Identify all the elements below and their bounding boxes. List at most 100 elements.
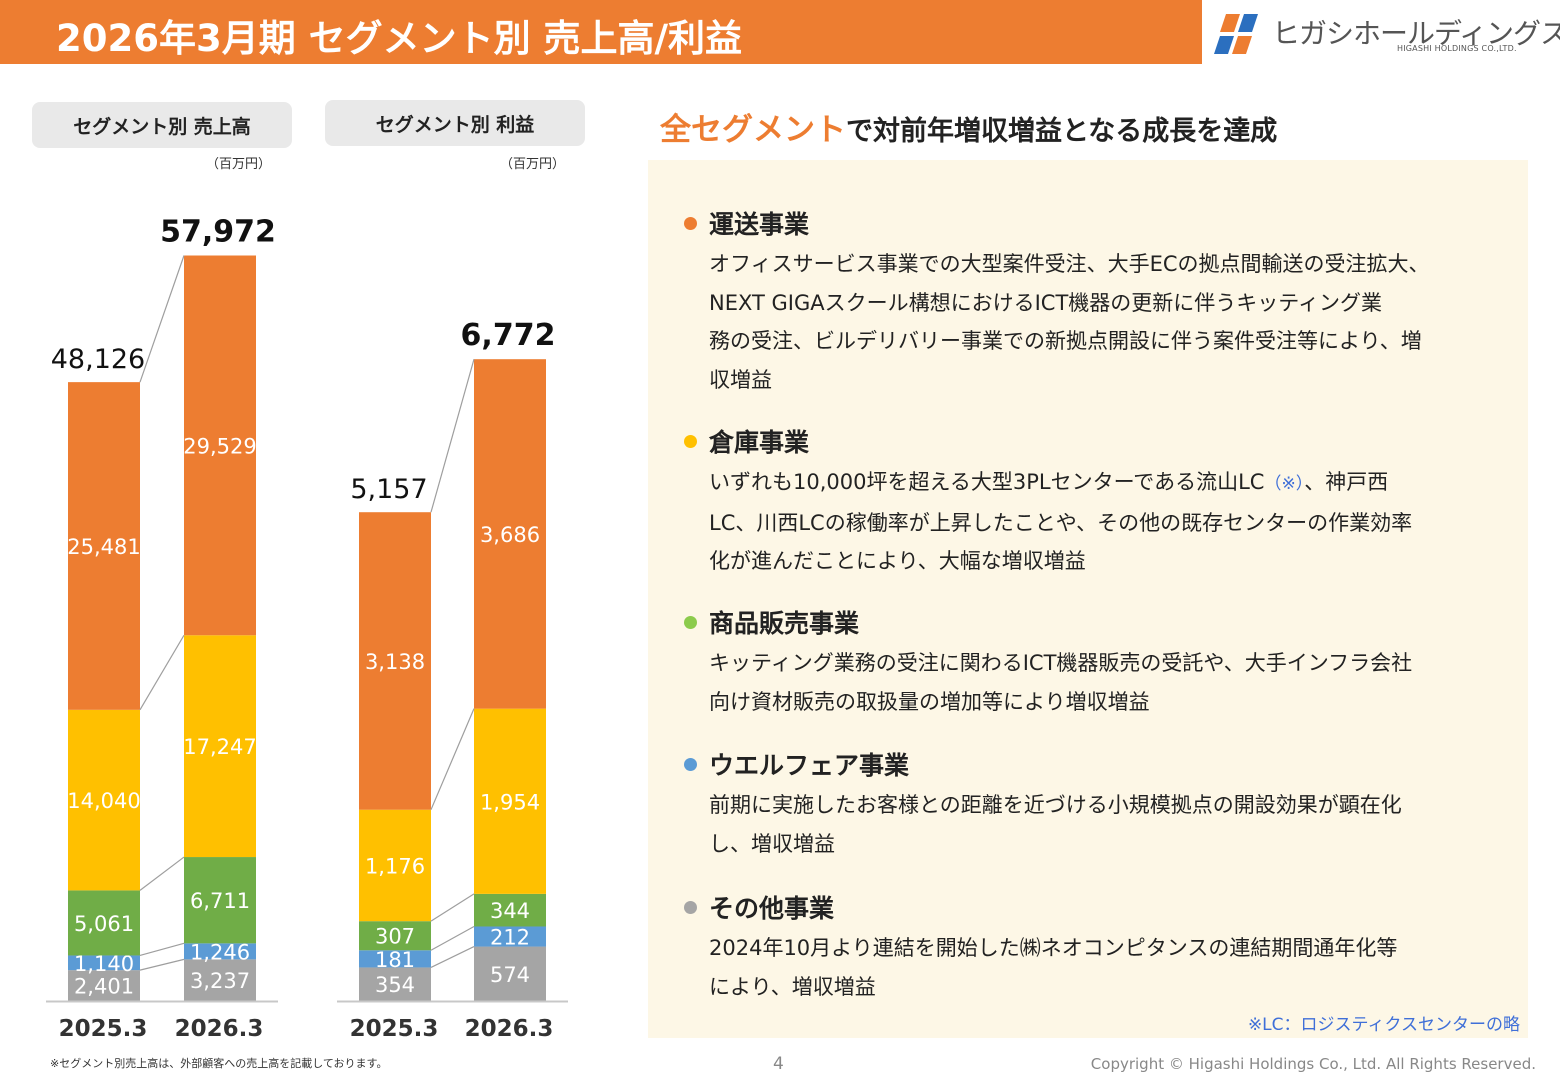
revenue-bar-transport [68,382,140,710]
revenue-connector-line [139,958,185,971]
profit-total-label: 5,157 [350,474,427,505]
profit-connector-line [430,946,475,968]
revenue-data-label: 5,061 [74,912,134,936]
profit-bar-welfare [474,926,546,947]
profit-data-label: 344 [490,899,530,923]
segment-text-line: NEXT GIGAスクール構想におけるICT機器の更新に伴うキッティング業 [709,290,1383,315]
revenue-data-label: 3,237 [190,969,250,993]
revenue-category-label: 2025.3 [59,1016,148,1042]
segment-text-line: 化が進んだことにより、大幅な増収増益 [709,549,1086,573]
revenue-bar-other [184,959,256,1001]
profit-data-label: 1,176 [365,854,425,878]
revenue-bar-warehouse [68,709,140,891]
revenue-total-label: 48,126 [51,344,145,375]
bullet-dot-icon [684,757,697,771]
revenue-connector-line [139,255,185,383]
revenue-bar-product-sales [184,857,256,944]
profit-connector-line [430,708,475,810]
segment-title: 倉庫事業 [709,428,810,457]
logo-mark-icon [1214,14,1258,54]
profit-chart-label: セグメント別 利益 [325,100,585,146]
revenue-data-label: 6,711 [190,889,250,913]
segment-text-line: 向け資材販売の取扱量の増加等により増収増益 [709,689,1150,714]
header-bar: 2026年3月期 セグメント別 売上高/利益 [0,0,1202,64]
profit-data-label: 3,686 [480,523,540,547]
profit-connector-line [430,359,475,513]
revenue-chart-label: セグメント別 売上高 [32,102,292,148]
segment-text-line: により、増収増益 [709,974,876,999]
segment-text-line: 務の受注、ビルデリバリー事業での新拠点開設に伴う案件受注等により、増 [709,329,1422,353]
segment-text-line: 収増益 [709,367,772,392]
profit-total-label: 6,772 [461,318,556,353]
revenue-data-label: 14,040 [67,789,140,813]
revenue-bar-product-sales [68,890,140,956]
revenue-bar-transport [184,255,256,636]
profit-bar-welfare [359,950,431,968]
segment-title: 運送事業 [709,210,810,239]
profit-bar-transport [359,512,431,810]
segment-text-line: 前期に実施したお客様との距離を近づける小規模拠点の開設効果が顕在化 [709,793,1402,817]
segment-text-line: し、増収増益 [709,831,835,856]
profit-category-label: 2026.3 [465,1016,554,1042]
profit-data-label: 574 [490,963,530,987]
revenue-data-label: 1,140 [74,952,134,976]
segment-title: ウエルフェア事業 [709,751,910,780]
revenue-bar-other [68,970,140,1001]
bullet-dot-icon [684,615,697,629]
profit-connector-line [430,893,475,922]
profit-data-label: 354 [375,973,415,997]
revenue-data-label: 1,246 [190,940,250,964]
segment-warehouse: 倉庫事業 いずれも10,000坪を超える大型3PLセンターである流山LC（※）、… [684,424,1504,581]
profit-connector-line [430,925,475,951]
revenue-data-label: 17,247 [183,735,256,759]
logo-subtext: HIGASHI HOLDINGS CO.,LTD. [1397,44,1517,53]
segment-text-line: キッティング業務の受注に関わるICT機器販売の受託や、大手インフラ会社 [709,651,1413,675]
bullet-dot-icon [684,900,697,914]
revenue-connector-line [139,942,185,957]
revenue-data-label: 29,529 [183,434,256,458]
profit-bar-product-sales [359,921,431,951]
revenue-bar-warehouse [184,635,256,858]
revenue-total-label: 57,972 [160,215,276,250]
segment-other: その他事業 2024年10月より連結を開始した㈱ネオコンピタンスの連結期間通年化… [684,890,1504,1006]
profit-bar-other [474,946,546,1001]
profit-category-label: 2025.3 [350,1016,439,1042]
revenue-bar-welfare [184,943,256,960]
segment-text-line: オフィスサービス事業での大型案件受注、大手ECの拠点間輸送の受注拡大、 [709,252,1430,276]
revenue-bar-welfare [68,955,140,971]
revenue-connector-line [139,856,185,891]
bullet-dot-icon [684,216,697,230]
revenue-data-label: 2,401 [74,975,134,999]
segment-title: その他事業 [709,894,835,923]
page-number: 4 [773,1054,784,1074]
summary-headline: 全セグメントで対前年増収増益となる成長を達成 [660,104,1277,149]
page-title: 2026年3月期 セグメント別 売上高/利益 [56,17,742,60]
revenue-connector-line [139,634,185,711]
profit-bar-warehouse [474,708,546,894]
segment-text-line: LC、川西LCの稼働率が上昇したことや、その他の既存センターの作業効率 [709,510,1413,535]
logo-name: ヒガシホールディングス [1272,17,1560,50]
revenue-footnote: ※セグメント別売上高は、外部顧客への売上高を記載しております。 [50,1057,388,1070]
revenue-category-label: 2026.3 [175,1016,264,1042]
segment-welfare: ウエルフェア事業 前期に実施したお客様との距離を近づける小規模拠点の開設効果が顕… [684,747,1504,863]
segment-product-sales: 商品販売事業 キッティング業務の受注に関わるICT機器販売の受託や、大手インフラ… [684,605,1504,721]
headline-accent: 全セグメント [660,112,846,148]
segment-title: 商品販売事業 [709,609,860,638]
profit-bar-product-sales [474,893,546,927]
revenue-unit: （百万円） [206,157,272,172]
bullet-dot-icon [684,434,697,448]
profit-unit: （百万円） [500,157,566,172]
company-logo: ヒガシホールディングス HIGASHI HOLDINGS CO.,LTD. [1212,8,1560,58]
profit-data-label: 3,138 [365,650,425,674]
profit-data-label: 1,954 [480,790,540,814]
profit-data-label: 307 [375,925,415,949]
profit-bar-transport [474,359,546,709]
lc-footnote: ※LC：ロジスティクスセンターの略 [1247,1015,1520,1035]
headline-rest: で対前年増収増益となる成長を達成 [846,116,1278,147]
profit-data-label: 181 [375,948,415,972]
profit-bar-other [359,967,431,1001]
segment-summary-panel [648,160,1528,1038]
lc-reference-mark: （※） [1264,474,1305,494]
segment-text-line: 2024年10月より連結を開始した㈱ネオコンピタンスの連結期間通年化等 [709,936,1398,960]
